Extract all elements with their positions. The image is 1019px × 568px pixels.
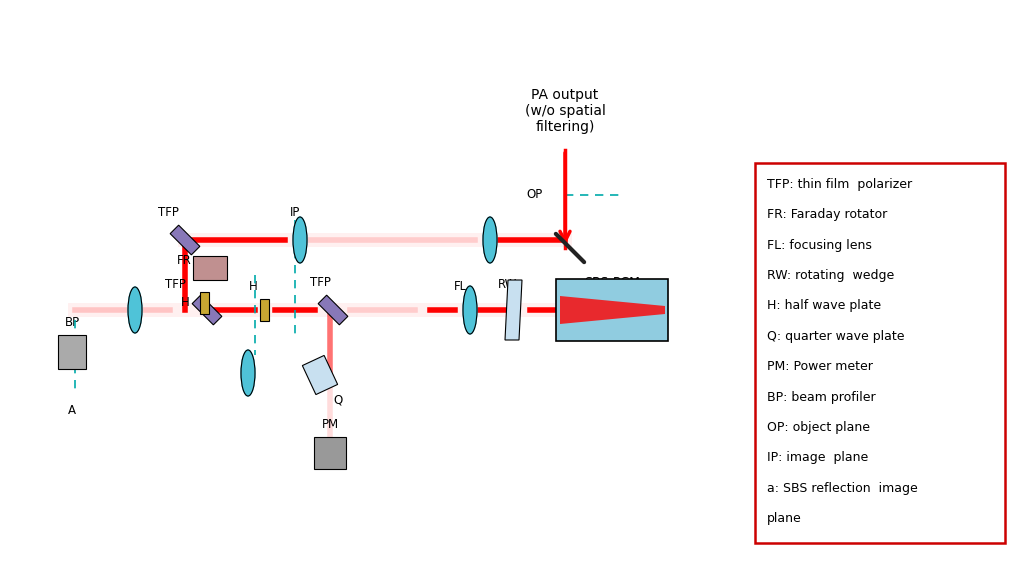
Ellipse shape [242,350,255,396]
Bar [755,163,1005,543]
Bar [261,299,269,321]
Polygon shape [505,280,522,340]
Text: H: H [181,295,190,308]
Text: Q: Q [333,394,342,407]
Text: TFP: TFP [158,207,178,219]
Text: A: A [68,403,76,416]
Text: OP: object plane: OP: object plane [767,421,870,434]
Ellipse shape [128,287,142,333]
Text: OP: OP [527,189,543,202]
Text: PA output
(w/o spatial
filtering): PA output (w/o spatial filtering) [525,88,605,135]
Polygon shape [193,295,222,325]
Text: RW: rotating  wedge: RW: rotating wedge [767,269,895,282]
Text: SBS-PCM: SBS-PCM [584,275,640,289]
Bar [314,437,346,469]
Ellipse shape [293,217,307,263]
Text: FL: focusing lens: FL: focusing lens [767,239,872,252]
Text: PM: Power meter: PM: Power meter [767,360,873,373]
Text: TFP: TFP [310,277,330,290]
Text: IP: image  plane: IP: image plane [767,452,868,465]
Text: RW: RW [498,278,518,290]
Bar [556,279,668,341]
Text: BP: BP [64,315,79,328]
Text: TFP: TFP [164,278,185,291]
Bar [193,256,227,280]
Text: FL: FL [453,279,467,293]
Text: a: SBS reflection  image: a: SBS reflection image [767,482,918,495]
Text: plane: plane [767,512,802,525]
Ellipse shape [483,217,497,263]
Polygon shape [560,296,665,324]
Text: H: half wave plate: H: half wave plate [767,299,881,312]
Text: FR: FR [177,253,192,266]
Text: FR: Faraday rotator: FR: Faraday rotator [767,208,888,221]
Ellipse shape [463,286,477,334]
Bar [58,335,86,369]
Text: Q: quarter wave plate: Q: quarter wave plate [767,330,905,343]
Polygon shape [318,295,347,325]
Text: BP: beam profiler: BP: beam profiler [767,391,875,404]
Text: PM: PM [321,419,338,432]
Text: TFP: thin film  polarizer: TFP: thin film polarizer [767,178,912,191]
Polygon shape [170,225,200,255]
Polygon shape [303,356,337,395]
Bar [201,292,210,314]
Text: H: H [249,281,258,294]
Text: IP: IP [289,206,301,219]
